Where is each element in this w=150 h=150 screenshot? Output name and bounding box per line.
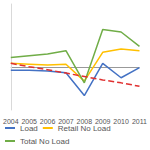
svg-text:2011: 2011 xyxy=(132,118,147,125)
html-text:2007 2008 2009: 2007 2008 2009 xyxy=(58,118,111,125)
svg-text:Total No Load: Total No Load xyxy=(20,137,69,146)
svg-text:2005: 2005 xyxy=(21,118,37,125)
svg-text:Retail No Load: Retail No Load xyxy=(58,124,111,133)
svg-text:Load: Load xyxy=(20,124,38,133)
svg-text:2010: 2010 xyxy=(113,118,129,125)
svg-text:2004: 2004 xyxy=(3,118,19,125)
svg-text:2006: 2006 xyxy=(40,118,56,125)
